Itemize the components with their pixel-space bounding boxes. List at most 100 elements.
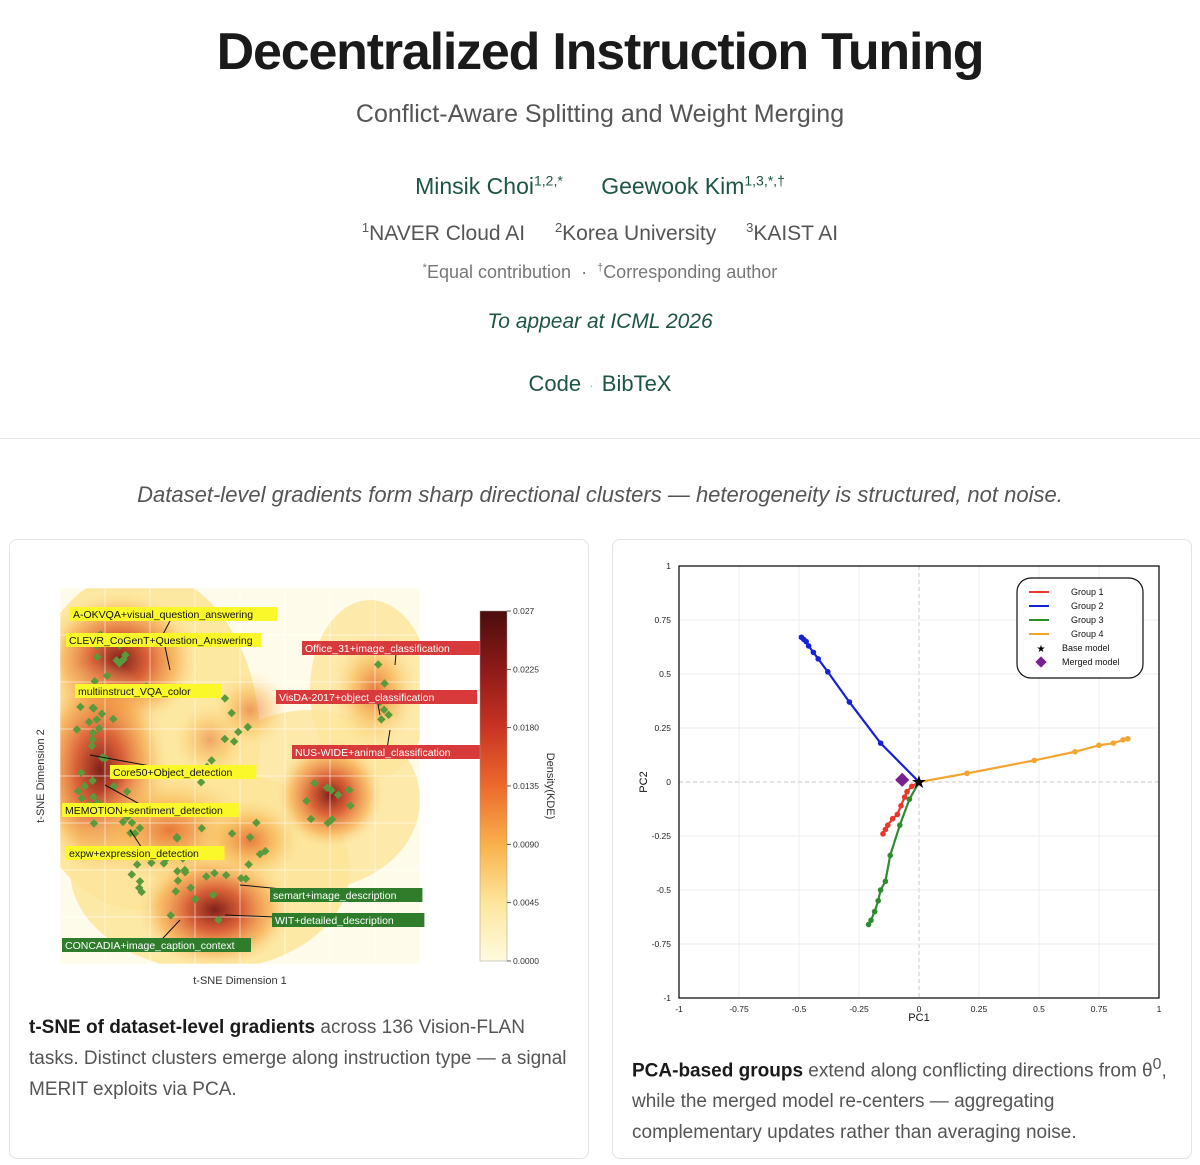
series-point (1072, 748, 1078, 755)
scatter-point (252, 818, 261, 827)
pca-x-tick-label: 0 (917, 1004, 922, 1014)
series-point (904, 788, 910, 795)
pca-series (798, 634, 1131, 928)
annotation-label-bg (62, 938, 251, 952)
affiliation-sup: 1 (361, 220, 370, 235)
legend-label: Base model (1062, 643, 1110, 653)
pca-y-tick-label: 0.25 (654, 723, 671, 733)
author-name[interactable]: Geewook Kim (601, 172, 745, 199)
scatter-point (88, 776, 97, 785)
link-separator: · (589, 377, 594, 394)
annotation-label-bg (110, 765, 257, 779)
scatter-point (90, 676, 99, 686)
series-point (885, 822, 891, 828)
annotation-label-bg (66, 633, 262, 647)
scatter-point (380, 679, 389, 688)
tsne-caption-bold: t-SNE of dataset-level gradients (29, 1017, 316, 1038)
note-sup: * (422, 262, 427, 274)
pca-y-tick-label: -0.25 (652, 831, 672, 841)
author-notes: *Equal contribution · †Corresponding autho… (0, 262, 1200, 283)
cluster-annotations: A-OKVQA+visual_question_answering CLEVR_C… (62, 607, 491, 952)
legend-label: Group 1 (1071, 587, 1104, 597)
scatter-point (345, 785, 354, 795)
annotation-label: MEMOTION+sentiment_detection (65, 805, 223, 817)
annotation-label-bg (75, 684, 222, 698)
series-point (1096, 742, 1102, 749)
tsne-chart: A-OKVQA+visual_question_answering CLEVR_C… (35, 587, 556, 987)
series-point (909, 783, 915, 790)
series-point (798, 634, 805, 641)
pca-x-tick-label: 1 (1157, 1004, 1162, 1014)
affiliation: 2Korea University (555, 220, 716, 245)
resource-links: Code · BibTeX (0, 371, 1200, 397)
code-link[interactable]: Code (528, 371, 582, 396)
venue-note: To appear at ICML 2026 (487, 310, 713, 333)
annotation-label: NUS-WIDE+animal_classification (295, 747, 451, 759)
annotation-label: Core50+Object_detection (113, 767, 233, 779)
series-point (894, 811, 901, 818)
colorbar-tick-label: 0.027 (513, 606, 535, 616)
colorbar-label: Density(KDE) (544, 753, 556, 820)
series-point (1120, 737, 1126, 743)
pca-y-tick-label: 1 (666, 561, 671, 571)
pca-caption-text: extend along conflicting directions from… (803, 1060, 1153, 1082)
colorbar-ticks: 0.0000 0.0045 0.0090 0.0135 0.0180 0.0225 0.02… (507, 606, 539, 966)
scatter-point (207, 756, 216, 765)
author-name[interactable]: Minsik Choi (415, 172, 534, 199)
annotation-label: CLEVR_CoGenT+Question_Answering (69, 635, 253, 647)
pca-y-tick-label: 0.5 (659, 669, 671, 679)
bibtex-link[interactable]: BibTeX (601, 371, 672, 396)
colorbar (479, 610, 508, 962)
scatter-point (72, 725, 82, 734)
series-point (889, 815, 896, 822)
series-point (871, 908, 878, 915)
scatter-point (346, 801, 355, 810)
pca-x-tick-label: 0.75 (1091, 1004, 1108, 1014)
colorbar-tick-label: 0.0090 (513, 839, 539, 849)
author-link[interactable]: Minsik Choi1,2,* (415, 172, 563, 199)
pca-caption-text-rest: , while the merged model re-centers — ag… (632, 1060, 1167, 1144)
tsne-caption: t-SNE of dataset-level gradients across … (29, 1012, 569, 1105)
tsne-x-axis-label: t-SNE Dimension 1 (193, 975, 287, 987)
scatter-point (112, 656, 121, 665)
annotation-label-bg (302, 641, 491, 655)
annotation-label: Office_31+image_classification (305, 643, 450, 655)
pca-x-tick-label: -0.75 (729, 1004, 749, 1014)
scatter-point (379, 705, 389, 715)
series-point (875, 898, 881, 904)
pca-x-tick-label: 0.5 (1033, 1004, 1045, 1014)
author-sup: 1,3,*,† (744, 172, 785, 188)
affiliation: 3KAIST AI (746, 220, 838, 245)
series-point (846, 699, 853, 705)
pca-caption-sup: 0 (1152, 1056, 1162, 1073)
affiliation-name: NAVER Cloud AI (369, 222, 526, 245)
annotation-label-bg (70, 607, 278, 621)
series-point (877, 740, 884, 746)
scatter-point (76, 768, 86, 777)
scatter-point (236, 873, 246, 883)
pca-caption: PCA-based groups extend along conflictin… (632, 1049, 1177, 1148)
colorbar-tick-label: 0.0225 (513, 664, 539, 674)
author-link[interactable]: Geewook Kim1,3,*,† (601, 172, 785, 199)
pca-plot-frame (678, 565, 1160, 999)
pca-x-tick-label: -0.25 (849, 1004, 869, 1014)
annotation-label: WIT+detailed_description (275, 915, 394, 927)
page-title: Decentralized Instruction Tuning (216, 23, 985, 81)
scatter-point (327, 786, 336, 795)
note-separator: · (581, 262, 588, 282)
scatter-point (89, 792, 98, 802)
series-point (882, 826, 889, 833)
annotation-label: multiinstruct_VQA_color (78, 686, 191, 698)
colorbar-tick-label: 0.0135 (513, 781, 539, 791)
series-point (882, 878, 889, 885)
series-point (805, 643, 812, 649)
scatter-point (108, 714, 118, 724)
colorbar-tick-label: 0.0000 (513, 956, 539, 966)
pca-y-tick-label: 0 (666, 777, 671, 787)
series-point (810, 649, 817, 656)
pca-tick-labels: -1 -0.75 -0.5 -0.25 0 0.25 0.5 0.75 1 1 0.75 0.5 0.2… (652, 561, 1162, 1014)
scatter-point (80, 781, 89, 791)
series-line-group-3 (867, 781, 920, 926)
scatter-point (373, 660, 383, 669)
annotation-label-bg (62, 803, 239, 817)
